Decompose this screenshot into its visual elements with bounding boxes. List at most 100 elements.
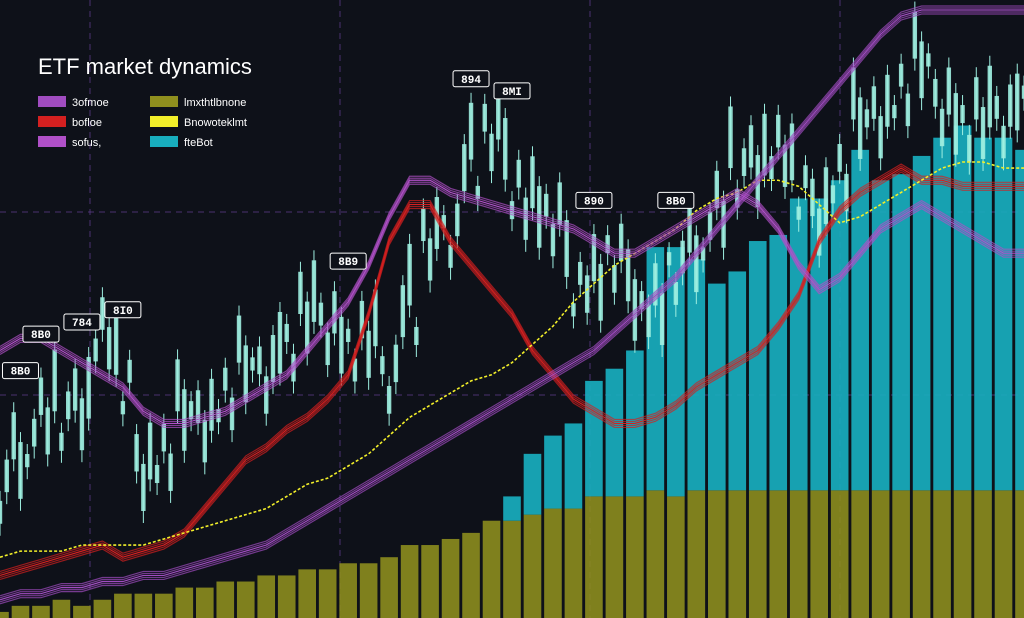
tag-box-7 xyxy=(1,362,39,380)
line-s4-strand-2 xyxy=(0,9,1024,601)
candle-body-33-2 xyxy=(680,240,685,274)
legend-swatch-5 xyxy=(150,136,178,147)
bar-s0-21 xyxy=(421,545,439,618)
candle-body-45-1 xyxy=(919,41,924,99)
candle-body-21-2 xyxy=(434,197,440,249)
candle-body-49-1 xyxy=(1001,125,1006,159)
candle-body-50-0 xyxy=(1015,73,1020,131)
candle-body-22-1 xyxy=(448,244,453,268)
candle-body-28-0 xyxy=(564,220,569,277)
candle-body-34-0 xyxy=(687,205,692,253)
bar-s0-6 xyxy=(114,593,132,618)
candle-body-12-1 xyxy=(243,345,248,403)
bar-s0-28 xyxy=(564,508,583,618)
candle-body-7-0 xyxy=(134,434,139,472)
bar-s0-40 xyxy=(810,490,829,618)
candle-body-28-2 xyxy=(577,261,583,285)
candle-body-32-2 xyxy=(659,293,665,346)
bar-s0-2 xyxy=(32,605,50,618)
tag-label-3: 8B0 xyxy=(666,196,686,208)
candle-body-9-0 xyxy=(175,359,180,412)
candle-body-40-1 xyxy=(817,208,822,256)
legend-swatch-1 xyxy=(150,96,178,107)
bar-s0-44 xyxy=(892,490,910,618)
bar-s1-30 xyxy=(605,368,624,497)
candle-body-30-0 xyxy=(605,235,610,254)
bar-s0-33 xyxy=(667,496,685,618)
candle-body-47-1 xyxy=(960,105,965,124)
candle-body-32-1 xyxy=(653,263,658,306)
candle-body-23-2 xyxy=(475,185,480,200)
candle-body-10-0 xyxy=(195,390,201,423)
bar-s0-39 xyxy=(789,490,808,618)
bar-s1-47 xyxy=(953,125,972,491)
tag-box-1 xyxy=(63,313,101,331)
candle-body-4-0 xyxy=(72,368,78,411)
candle-body-35-0 xyxy=(707,212,713,240)
candle-body-23-1 xyxy=(468,102,474,160)
candle-body-11-2 xyxy=(229,397,235,431)
candle-body-6-1 xyxy=(120,401,126,415)
candle-body-17-0 xyxy=(339,316,344,374)
candle-body-20-1 xyxy=(407,243,412,306)
candle-body-43-2 xyxy=(885,74,890,127)
candle-body-8-0 xyxy=(154,464,160,484)
candle-body-38-2 xyxy=(782,144,788,187)
candle-body-30-1 xyxy=(612,265,617,293)
candle-body-41-1 xyxy=(837,144,842,172)
line-s3 xyxy=(0,161,1024,558)
tag-label-1: 784 xyxy=(72,318,92,330)
candle-body-15-0 xyxy=(298,271,303,314)
candle-body-29-1 xyxy=(591,234,597,282)
legend-label-2: bofloe xyxy=(72,117,102,129)
candle-body-31-0 xyxy=(625,249,631,302)
bar-s0-7 xyxy=(134,593,153,618)
bar-s0-49 xyxy=(994,490,1013,618)
bar-s0-12 xyxy=(236,581,255,618)
tag-label-7: 8B0 xyxy=(11,367,31,379)
bar-s1-40 xyxy=(810,198,829,491)
candle-body-15-1 xyxy=(305,301,310,354)
bar-s0-1 xyxy=(11,605,30,618)
candle-body-49-0 xyxy=(994,95,999,119)
candle-body-48-0 xyxy=(974,77,979,120)
bar-s1-50 xyxy=(1015,149,1024,491)
bar-s0-48 xyxy=(974,490,992,618)
candle-body-8-2 xyxy=(168,453,173,491)
candle-body-11-1 xyxy=(223,367,228,391)
candle-body-39-0 xyxy=(789,123,795,181)
legend-swatch-3 xyxy=(150,116,178,127)
candle-body-8-1 xyxy=(161,423,167,452)
bar-s0-14 xyxy=(277,575,296,618)
candle-body-19-1 xyxy=(386,385,392,414)
tag-box-6 xyxy=(493,82,531,100)
candle-body-49-2 xyxy=(1008,84,1013,127)
candle-body-19-0 xyxy=(380,356,385,375)
candle-body-38-1 xyxy=(776,114,781,148)
line-s2-strand-0 xyxy=(0,163,1024,573)
bar-s1-39 xyxy=(789,198,808,491)
bar-s0-27 xyxy=(544,508,562,618)
line-s4-strand-1 xyxy=(0,7,1024,599)
candle-body-25-2 xyxy=(516,159,521,188)
bar-s0-20 xyxy=(400,545,419,618)
candle-body-6-2 xyxy=(127,359,132,383)
legend-label-3: Bnowoteklmt xyxy=(184,117,247,129)
legend-label-5: fteBot xyxy=(184,137,213,149)
candle-body-1-2 xyxy=(25,454,30,468)
candle-body-12-0 xyxy=(236,315,242,363)
bar-s0-4 xyxy=(73,605,91,618)
candle-body-36-1 xyxy=(735,189,740,208)
candle-body-23-0 xyxy=(462,144,467,192)
bar-s0-41 xyxy=(830,490,849,618)
candle-body-19-2 xyxy=(393,344,399,383)
candle-body-27-1 xyxy=(550,223,556,257)
tag-box-2 xyxy=(329,252,367,270)
bar-s0-9 xyxy=(175,587,194,618)
candle-body-10-2 xyxy=(209,378,214,431)
candle-body-48-2 xyxy=(987,65,992,128)
bar-s0-46 xyxy=(933,490,951,618)
candle-body-28-1 xyxy=(571,303,576,317)
candle-body-40-2 xyxy=(823,167,829,225)
line-s5-strand-4 xyxy=(0,183,1024,429)
